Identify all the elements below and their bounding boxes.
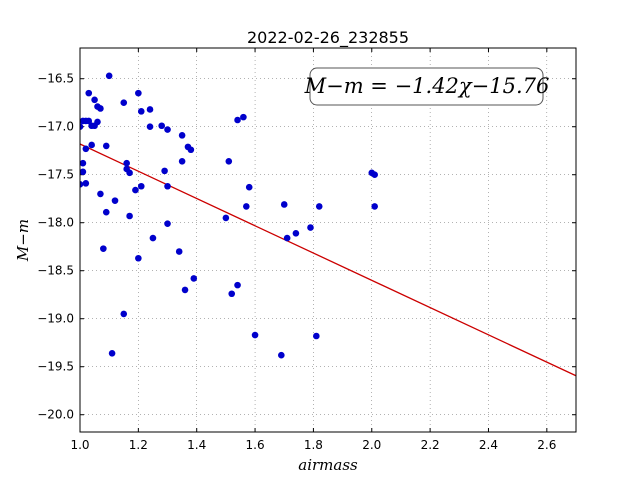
data-point xyxy=(146,106,154,113)
data-point xyxy=(315,203,323,210)
plot-frame xyxy=(79,47,577,433)
data-point xyxy=(135,89,142,97)
plot-area xyxy=(80,72,576,377)
x-tick-label: 2.2 xyxy=(421,438,440,452)
x-tick-label: 1.2 xyxy=(129,438,148,452)
data-point xyxy=(105,72,113,80)
data-point xyxy=(371,171,378,179)
data-point xyxy=(100,245,107,252)
data-point xyxy=(158,122,165,130)
data-point xyxy=(102,142,110,150)
y-axis-label: M−m xyxy=(14,219,32,262)
x-tick-label: 1.4 xyxy=(187,438,206,452)
data-point xyxy=(243,203,250,210)
data-point xyxy=(120,310,128,318)
data-point xyxy=(175,248,183,255)
data-point xyxy=(228,290,236,298)
data-point xyxy=(135,254,142,262)
y-tick-label: −19.5 xyxy=(37,360,74,374)
data-point xyxy=(234,281,241,289)
data-point xyxy=(120,99,128,107)
data-point xyxy=(178,132,186,139)
data-point xyxy=(126,212,133,220)
data-point xyxy=(137,182,145,190)
data-point xyxy=(225,157,233,165)
data-point xyxy=(97,105,104,112)
data-point xyxy=(88,141,95,149)
y-tick-label: −16.5 xyxy=(37,72,74,86)
data-point xyxy=(164,126,171,133)
fit-line xyxy=(80,143,576,377)
grid-lines xyxy=(80,48,576,432)
data-point xyxy=(82,180,90,187)
data-point xyxy=(187,146,195,154)
annotation-box xyxy=(309,67,544,106)
data-point xyxy=(82,145,90,153)
data-point xyxy=(80,123,84,131)
data-point xyxy=(240,113,247,121)
data-point xyxy=(164,220,171,227)
data-point xyxy=(280,201,288,208)
data-point xyxy=(80,181,84,188)
data-point xyxy=(245,183,253,191)
data-point xyxy=(80,168,87,176)
data-point xyxy=(292,229,300,237)
data-point xyxy=(190,275,198,282)
data-point xyxy=(137,108,145,115)
data-point xyxy=(91,96,98,104)
data-point xyxy=(85,89,93,97)
data-point xyxy=(108,349,116,357)
y-tick-label: −18.5 xyxy=(37,264,74,278)
data-point xyxy=(307,224,314,231)
data-point xyxy=(164,182,171,190)
data-point xyxy=(132,186,139,194)
tick-labels: 1.0 1.2 1.4 1.6 1.8 2.0 2.2 2.4 2.6 −16.5 −17.0 −17… xyxy=(37,72,556,452)
x-tick-label: 2.4 xyxy=(479,438,498,452)
data-point xyxy=(146,123,154,131)
data-point xyxy=(313,332,320,340)
data-point xyxy=(371,203,378,210)
y-tick-label: −18.0 xyxy=(37,216,74,230)
y-tick-label: −19.0 xyxy=(37,312,74,326)
chart-title: 2022-02-26_232855 xyxy=(247,28,409,48)
y-tick-label: −20.0 xyxy=(37,408,74,422)
data-point xyxy=(161,167,168,175)
x-tick-label: 1.6 xyxy=(246,438,265,452)
data-point xyxy=(97,190,104,198)
x-tick-label: 1.0 xyxy=(70,438,89,452)
fit-annotation: M−m = −1.42χ−15.76 xyxy=(304,67,550,106)
data-point xyxy=(234,116,241,124)
data-point xyxy=(149,234,157,242)
data-point xyxy=(181,286,189,294)
data-points xyxy=(80,72,378,359)
data-point xyxy=(94,118,101,126)
data-point xyxy=(123,159,130,167)
data-point xyxy=(102,208,110,216)
annotation-text: M−m = −1.42χ−15.76 xyxy=(304,74,550,98)
data-point xyxy=(178,157,186,165)
data-point xyxy=(111,197,119,204)
data-point xyxy=(85,117,93,125)
x-tick-label: 1.8 xyxy=(304,438,323,452)
data-point xyxy=(222,214,230,222)
data-point xyxy=(80,159,87,167)
y-tick-label: −17.5 xyxy=(37,168,74,182)
x-tick-label: 2.0 xyxy=(362,438,381,452)
data-point xyxy=(283,234,291,242)
data-point xyxy=(278,351,285,359)
x-axis-label: airmass xyxy=(298,456,358,474)
x-tick-label: 2.6 xyxy=(537,438,556,452)
data-point xyxy=(126,169,133,177)
data-point xyxy=(251,331,259,339)
y-tick-label: −17.0 xyxy=(37,120,74,134)
